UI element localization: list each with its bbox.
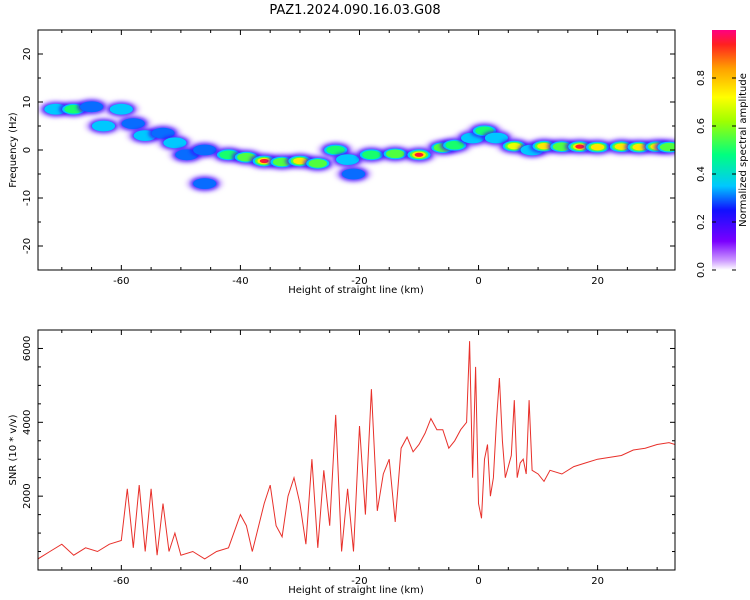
colorbar-tick-label: 0.2 — [696, 214, 707, 230]
colorbar-label: Normalized spectral amplitude — [738, 73, 749, 227]
snr-xlabel: Height of straight line (km) — [288, 585, 424, 596]
spectrogram-blob — [362, 150, 381, 160]
colorbar-tick-label: 0.0 — [696, 262, 707, 278]
spectrogram-blob — [537, 142, 551, 150]
snr-frame — [37, 329, 676, 571]
spectrogram-ylabel: Frequency (Hz) — [8, 112, 19, 188]
spectrogram-blob — [659, 142, 675, 152]
snr-ylabel: SNR (10 * v/v) — [8, 414, 19, 485]
y-tick-label: 2000 — [22, 483, 33, 508]
spectrogram-blob — [484, 132, 509, 144]
spectrogram-blob — [326, 145, 345, 155]
spectrogram-ticks: -60 -40 -20 0 20 -20 -10 0 10 20 — [22, 29, 675, 287]
chart-title: PAZ1.2024.090.16.03.G08 — [269, 3, 440, 18]
y-tick-label: 4000 — [22, 410, 33, 435]
y-tick-label: 6000 — [22, 336, 33, 361]
spectrogram-blob — [445, 140, 464, 150]
spectrogram-blob — [614, 143, 629, 150]
spectrogram-blob — [308, 159, 328, 168]
spectrogram-blob — [259, 158, 269, 164]
snr-panel: -60 -40 -20 0 20 2000 4000 6000 Height of strai… — [8, 329, 676, 596]
x-tick-label: 0 — [475, 276, 481, 287]
spectrogram-blob — [79, 101, 104, 113]
x-tick-label: -60 — [113, 576, 129, 587]
spectrogram-blob — [335, 154, 360, 166]
spectrogram-blob — [193, 178, 217, 190]
spectrogram-blob — [632, 143, 647, 151]
x-tick-label: -20 — [351, 276, 367, 287]
x-tick-label: 20 — [591, 576, 604, 587]
spectrogram-blob — [414, 152, 424, 157]
y-tick-label: -20 — [22, 238, 33, 254]
spectrogram-blob — [193, 144, 217, 156]
y-tick-label: -10 — [22, 190, 33, 206]
colorbar-tick-label: 0.8 — [696, 70, 707, 86]
spectrogram-blob — [109, 103, 133, 115]
snr-ticks: -60 -40 -20 0 20 2000 4000 6000 — [22, 329, 675, 587]
x-tick-label: -40 — [232, 276, 248, 287]
spectrogram-blob — [91, 120, 116, 132]
y-tick-label: 10 — [22, 96, 33, 109]
spectrogram-blob — [121, 118, 145, 129]
spectrogram-blob — [590, 143, 605, 151]
y-tick-label: 0 — [22, 147, 33, 153]
colorbar-tick-label: 0.6 — [696, 118, 707, 134]
spectrogram-blob — [552, 142, 572, 151]
x-tick-label: 20 — [591, 276, 604, 287]
colorbar-tick-label: 0.4 — [696, 166, 707, 182]
spectrogram-panel: -60 -40 -20 0 20 -20 -10 0 10 20 Height of straig… — [8, 29, 676, 296]
spectrogram-blob — [151, 127, 175, 139]
x-tick-label: 0 — [475, 576, 481, 587]
x-tick-label: -20 — [351, 576, 367, 587]
colorbar-ticks: 0.0 0.2 0.4 0.6 0.8 — [696, 70, 736, 278]
spectrogram-blob — [341, 168, 366, 180]
colorbar-gradient — [712, 30, 736, 270]
spectrogram-blob — [385, 149, 405, 159]
spectrogram-blob — [575, 144, 585, 149]
spectrogram-blob — [507, 142, 522, 150]
spectrogram-blobs — [38, 97, 675, 193]
snr-series-line — [38, 341, 675, 560]
y-tick-label: 20 — [22, 48, 33, 61]
spectrogram-blob — [293, 157, 307, 165]
spectrogram-xlabel: Height of straight line (km) — [288, 285, 424, 296]
colorbar: 0.0 0.2 0.4 0.6 0.8 Normalized spectral ampl… — [696, 30, 749, 278]
spectrogram-blob — [163, 137, 187, 149]
x-tick-label: -40 — [232, 576, 248, 587]
x-tick-label: -60 — [113, 276, 129, 287]
